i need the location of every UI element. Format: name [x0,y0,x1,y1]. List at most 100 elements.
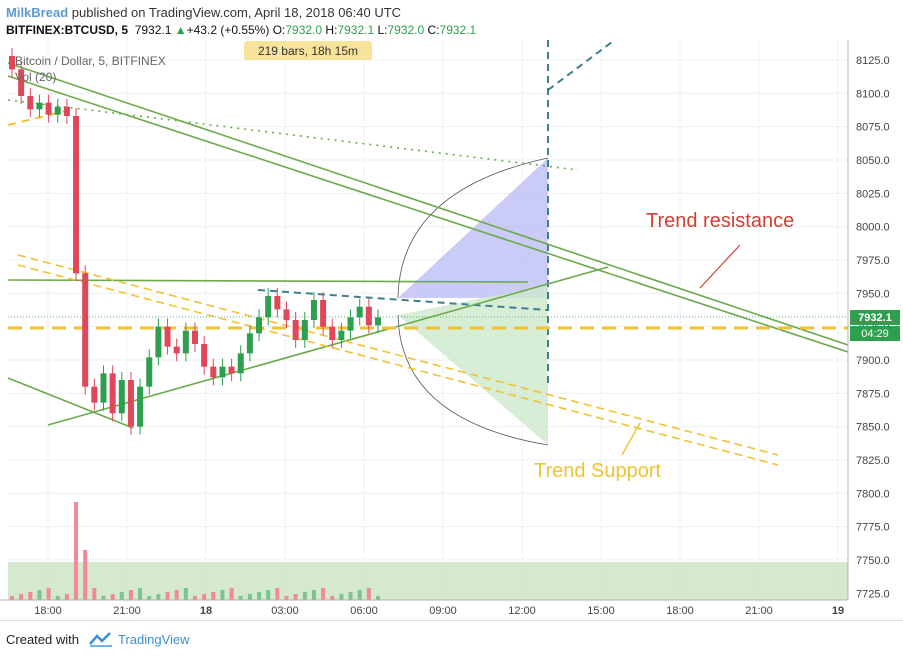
candle-body[interactable] [292,320,299,340]
candle-body[interactable] [237,353,244,374]
time-tick-label: 09:00 [429,605,457,617]
horizontal-resistance[interactable] [7,279,529,283]
price-tick-label: 8100.0 [856,88,890,100]
candle-body[interactable] [356,306,363,318]
candle-body[interactable] [246,333,253,354]
resistance-line-1[interactable] [7,62,849,346]
fan-arc-lower [397,314,549,446]
time-tick-label: 21:00 [113,605,141,617]
resistance-line-2[interactable] [7,75,849,353]
short-support-dash[interactable] [7,109,71,126]
volume-bar [110,594,115,600]
support-channel-2[interactable] [17,264,779,466]
ohlc-low-value: 7932.0 [387,23,425,37]
footer: Created with TradingView [0,620,903,657]
candle-body[interactable] [274,296,281,310]
candle-body[interactable] [155,326,162,358]
time-tick-label: 15:00 [587,605,615,617]
candle-body[interactable] [329,326,336,340]
candle-body[interactable] [164,326,171,347]
volume-bar [156,594,161,600]
volume-bar [311,590,316,600]
countdown-badge [850,326,900,341]
candle-body[interactable] [256,317,263,334]
candle-body[interactable] [283,309,290,320]
candle-body[interactable] [301,320,308,340]
price-chart[interactable]: 8125.0 8100.0 8075.0 8050.0 8025.0 8000.0 7975… [0,40,903,620]
volume-bar [266,590,271,600]
volume-bar [257,592,262,600]
volume-bar [101,596,106,600]
tradingview-link[interactable]: TradingView [118,632,190,647]
candle-body[interactable] [146,357,153,387]
candle-body[interactable] [54,106,61,115]
volume-bar [376,596,380,600]
support-channel-1[interactable] [17,254,779,456]
candle-body[interactable] [36,102,43,110]
candle-body[interactable] [82,273,89,387]
candle-body[interactable] [137,386,144,427]
candle-body[interactable] [91,386,98,403]
ohlc-open-label: O: [272,23,286,37]
support-arrow [621,422,641,456]
volume-bar [128,590,133,600]
price-tick-label: 7950.0 [856,288,890,300]
ohlc-low-label: L: [377,23,388,37]
time-tick-label: 18 [200,605,212,617]
candle-body[interactable] [192,330,198,344]
dotted-trend-line[interactable] [7,99,579,171]
candle-body[interactable] [219,366,226,378]
time-axis[interactable]: 18:00 21:00 18 03:00 06:00 09:00 12:00 15:00 18:… [0,599,848,617]
price-axis[interactable]: 8125.0 8100.0 8075.0 8050.0 8025.0 8000.0 7975… [847,40,890,600]
candle-body[interactable] [27,96,34,110]
candle-body[interactable] [228,366,235,374]
volume-bar [174,590,179,600]
change-arrow-icon: ▲ [174,23,187,37]
volume-bar [211,592,216,600]
candle-body[interactable] [45,102,52,115]
candle-body[interactable] [375,317,381,326]
candle-body[interactable] [109,373,116,414]
candle-body[interactable] [210,366,217,378]
volume-bar [193,596,197,600]
time-tick-label: 19 [832,605,844,617]
ohlc-close-value: 7932.1 [439,23,477,37]
volume-bar [64,594,69,600]
time-tick-label: 18:00 [666,605,694,617]
chart-header: MilkBread published on TradingView.com, … [0,0,903,40]
candle-body[interactable] [63,106,70,116]
candle-body[interactable] [182,330,189,354]
candle-body[interactable] [100,373,107,403]
fan-arc-upper [397,157,549,299]
candle-body[interactable] [365,306,372,326]
candle-body[interactable] [118,380,125,414]
volume-bar [83,550,88,600]
volume-bar [10,596,14,600]
candle-body[interactable] [173,346,180,354]
volume-bar [19,594,24,600]
price-tick-label: 7825.0 [856,455,890,467]
candle-body[interactable] [347,317,354,331]
candle-body[interactable] [265,296,272,318]
candle-body[interactable] [9,56,15,70]
candle-body[interactable] [127,380,134,427]
volume-bar [321,588,326,600]
volume-bar [293,594,298,600]
candle-body[interactable] [73,116,80,274]
price-change: +43.2 (+0.55%) [186,23,270,37]
candlesticks[interactable] [9,48,381,435]
volume-bar [119,592,124,600]
symbol-line: BITFINEX:BTCUSD, 5 7932.1 ▲+43.2 (+0.55%… [6,23,476,37]
volume-bar [339,594,344,600]
volume-bar [275,588,280,600]
candle-body[interactable] [310,300,317,320]
volume-bar [74,502,79,600]
author-name[interactable]: MilkBread [6,5,69,20]
candle-body[interactable] [18,69,25,96]
price-tick-label: 7975.0 [856,255,890,267]
candle-body[interactable] [320,300,327,327]
volume-bar [330,596,335,600]
candle-body[interactable] [338,330,345,340]
candle-body[interactable] [201,344,208,367]
volume-bar [46,588,51,600]
